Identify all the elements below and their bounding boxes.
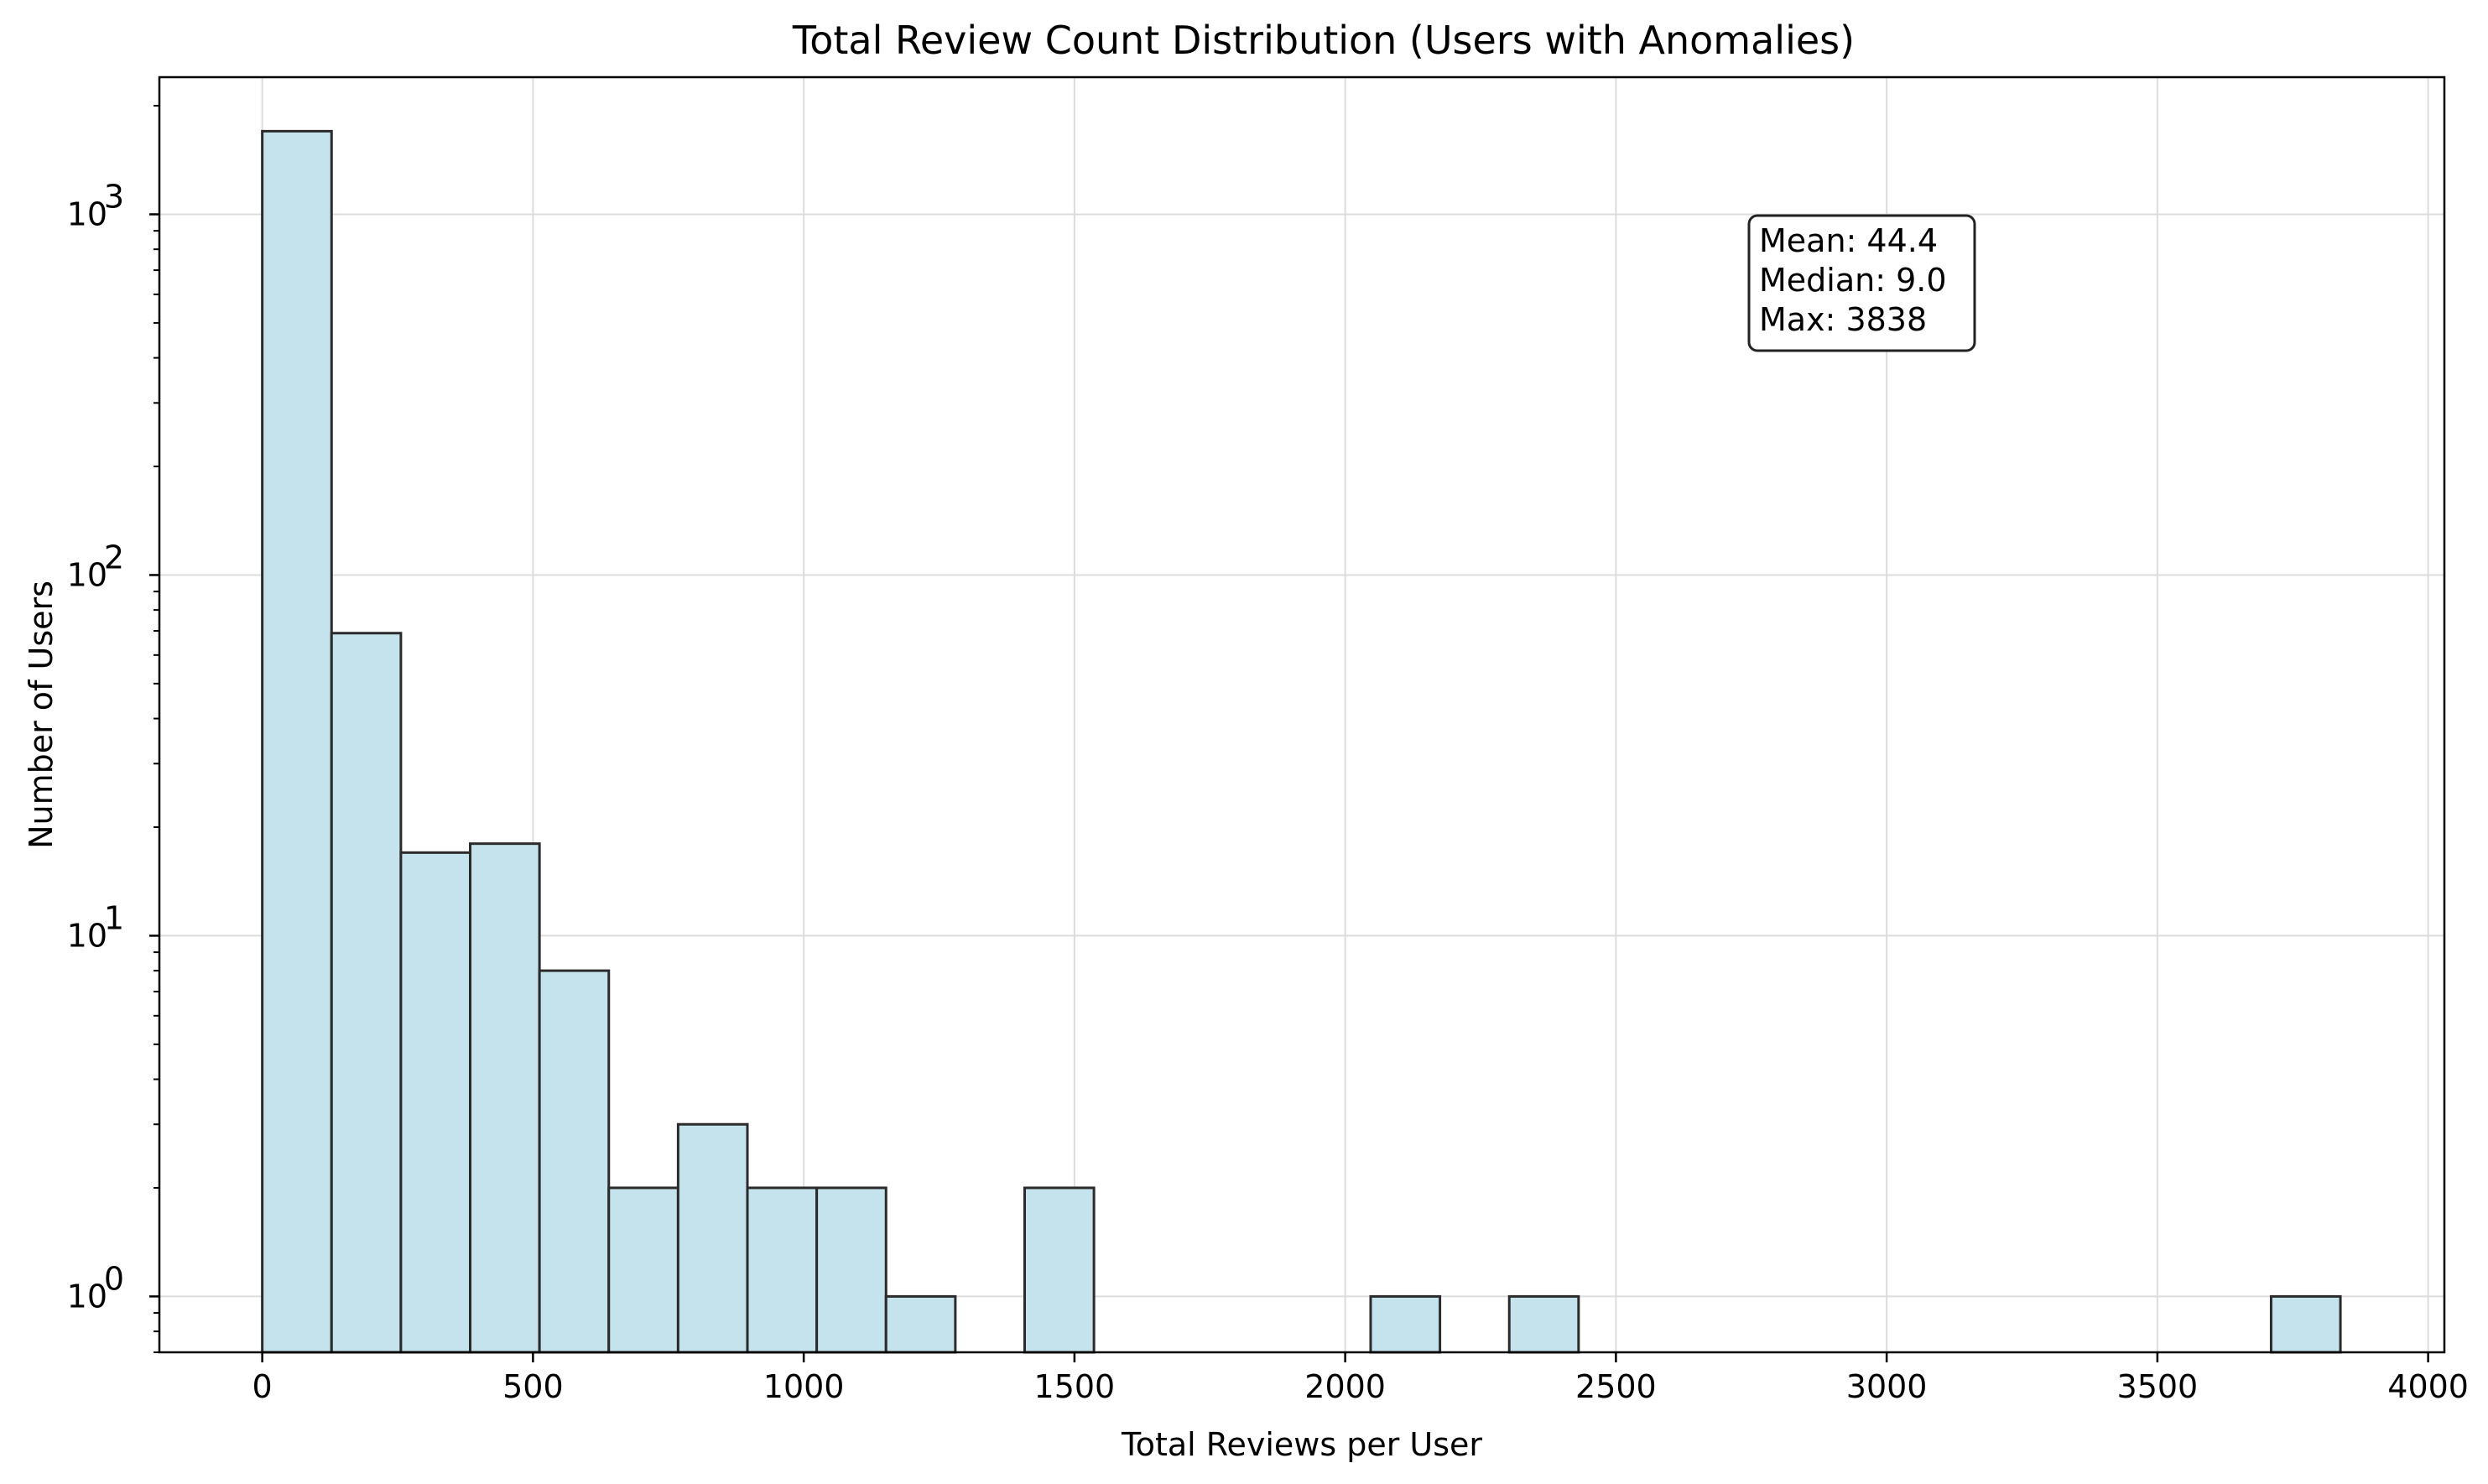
histogram-bar bbox=[538, 969, 611, 1354]
x-tick-label: 3000 bbox=[1846, 1368, 1928, 1405]
x-axis-ticks: 0 500 1000 1500 2000 2500 3000 3500 4000 bbox=[252, 1352, 2469, 1405]
histogram-bar bbox=[815, 1186, 887, 1354]
x-tick-label: 1500 bbox=[1034, 1368, 1116, 1405]
grid-lines bbox=[159, 77, 2444, 1352]
x-tick-label: 2000 bbox=[1304, 1368, 1386, 1405]
x-tick-label: 1000 bbox=[763, 1368, 845, 1405]
stats-median: Median: 9.0 bbox=[1759, 262, 1947, 299]
stats-annotation: Mean: 44.4 Median: 9.0 Max: 3838 bbox=[1747, 214, 1976, 352]
stats-max: Max: 3838 bbox=[1759, 301, 1927, 338]
x-tick-label: 3500 bbox=[2117, 1368, 2199, 1405]
histogram-bar bbox=[1023, 1186, 1096, 1354]
histogram-bar bbox=[746, 1186, 819, 1354]
y-tick-label: 10 bbox=[67, 1278, 107, 1315]
histogram-bar bbox=[2269, 1294, 2342, 1354]
histogram-bar bbox=[676, 1122, 749, 1354]
y-tick-exponent: 1 bbox=[104, 899, 124, 936]
histogram-bar bbox=[469, 842, 541, 1354]
x-tick-label: 2500 bbox=[1575, 1368, 1657, 1405]
plot-frame bbox=[158, 76, 2446, 1354]
y-tick-exponent: 2 bbox=[104, 539, 124, 575]
stats-annotation-box bbox=[1747, 214, 1976, 352]
y-tick-exponent: 0 bbox=[104, 1260, 124, 1297]
x-tick-label: 4000 bbox=[2387, 1368, 2469, 1405]
y-tick-label: 10 bbox=[67, 556, 107, 593]
histogram-bar bbox=[1369, 1294, 1442, 1354]
histogram-bar bbox=[261, 129, 333, 1354]
x-tick-label: 0 bbox=[252, 1368, 273, 1405]
y-tick-label: 10 bbox=[67, 195, 107, 232]
y-axis-label: Number of Users bbox=[23, 581, 60, 849]
histogram-bar bbox=[330, 632, 403, 1354]
histogram-bar bbox=[607, 1186, 679, 1354]
y-tick-label: 10 bbox=[67, 917, 107, 954]
x-tick-label: 500 bbox=[502, 1368, 564, 1405]
x-axis-label: Total Reviews per User bbox=[1121, 1426, 1482, 1463]
chart-title: Total Review Count Distribution (Users w… bbox=[792, 18, 1855, 63]
histogram-bar bbox=[1507, 1294, 1580, 1354]
histogram-bar bbox=[399, 851, 472, 1354]
histogram-bars bbox=[261, 129, 2342, 1354]
stats-mean: Mean: 44.4 bbox=[1759, 222, 1938, 259]
histogram-bar bbox=[884, 1294, 957, 1354]
y-tick-exponent: 3 bbox=[104, 178, 124, 215]
